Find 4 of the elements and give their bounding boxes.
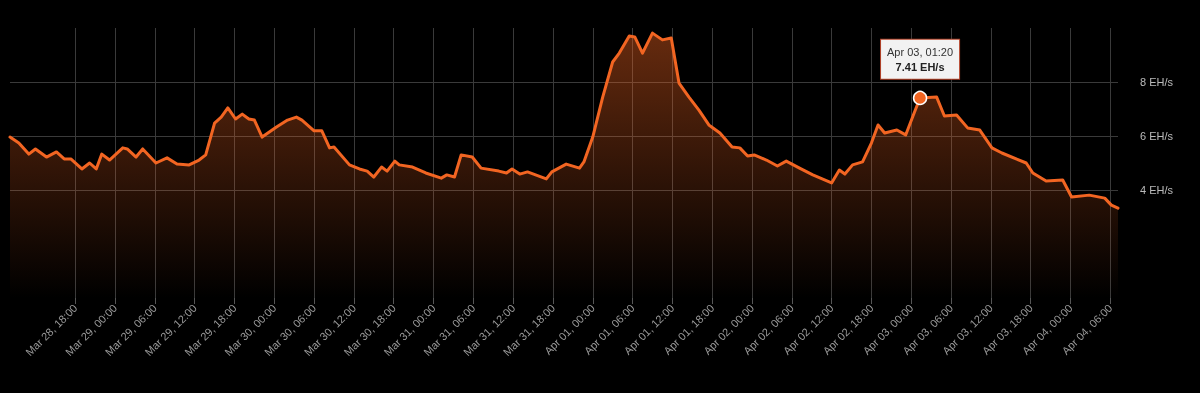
annotation: Apr 03, 01:20 7.41 EH/s <box>887 46 954 74</box>
y-tick-label: 6 EH/s <box>1140 130 1174 142</box>
y-tick-label: 8 EH/s <box>1140 76 1174 88</box>
y-tick-label: 4 EH/s <box>1140 184 1174 196</box>
